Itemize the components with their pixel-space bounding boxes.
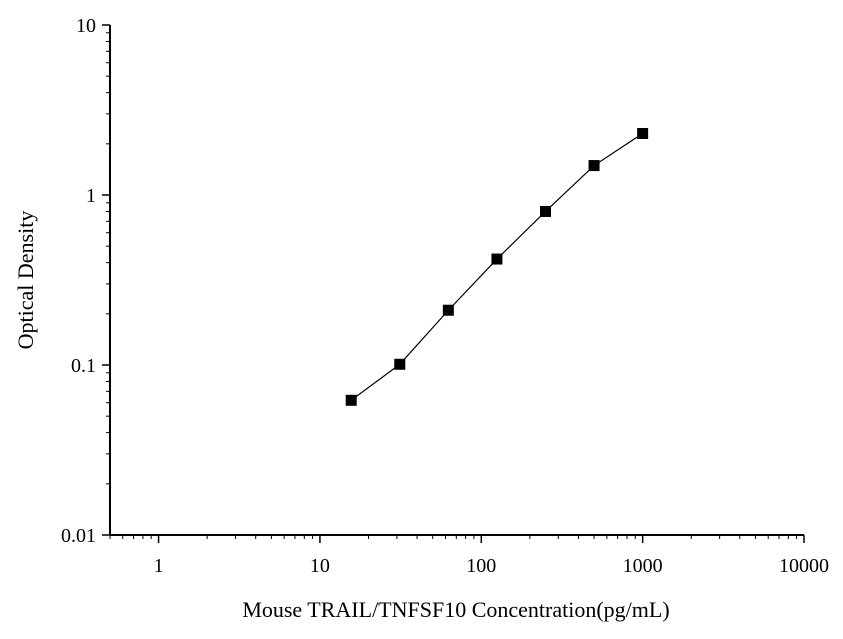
x-tick-label: 10000 <box>779 555 829 577</box>
y-axis-title: Optical Density <box>13 211 38 350</box>
data-point <box>539 205 551 217</box>
y-tick-label: 10 <box>76 15 96 37</box>
x-tick-label: 10 <box>310 555 330 577</box>
data-point <box>637 128 649 140</box>
data-point <box>345 394 357 406</box>
x-tick-label: 1000 <box>623 555 663 577</box>
x-tick-label: 100 <box>466 555 496 577</box>
data-point <box>442 304 454 316</box>
data-point <box>491 253 503 265</box>
y-tick-label: 1 <box>86 185 96 207</box>
x-axis-title: Mouse TRAIL/TNFSF10 Concentration(pg/mL) <box>242 597 669 622</box>
y-axis-ticks: 0.01 0.1 1 10 <box>61 15 110 547</box>
data-point <box>588 160 600 172</box>
y-tick-label: 0.1 <box>71 355 96 377</box>
data-points <box>345 128 649 406</box>
x-tick-label: 1 <box>154 555 164 577</box>
axes <box>109 25 804 536</box>
x-axis-ticks: 1 10 100 1000 10000 <box>109 535 829 577</box>
data-point <box>394 358 406 370</box>
y-tick-label: 0.01 <box>61 525 96 547</box>
